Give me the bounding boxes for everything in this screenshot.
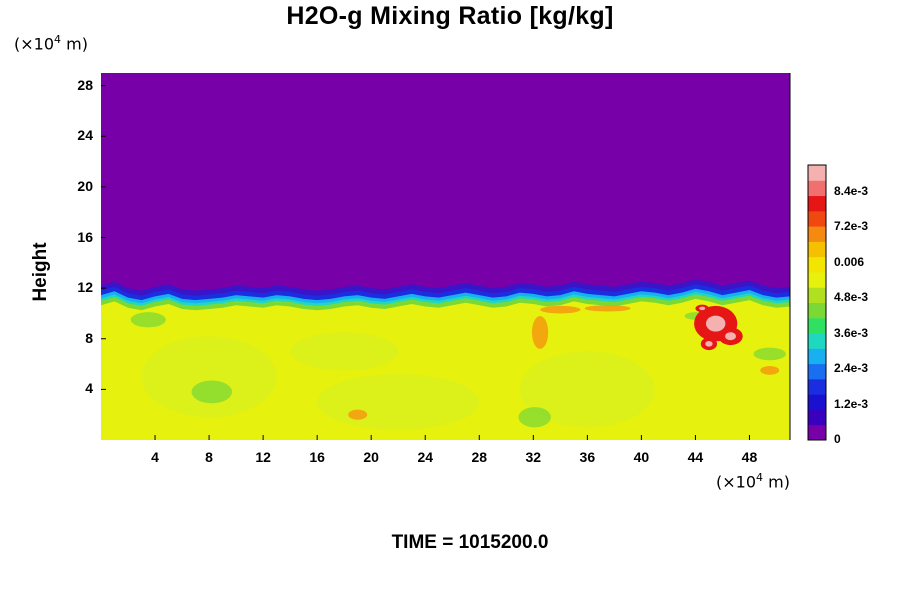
x-tick-label: 12 — [255, 449, 271, 465]
colorbar-label: 3.6e-3 — [834, 325, 869, 340]
colorbar-swatch — [808, 409, 826, 426]
humid-streak — [584, 305, 631, 312]
colorbar-label: 0 — [834, 432, 841, 446]
colorbar-swatch — [808, 302, 826, 319]
colorbar-swatch — [808, 180, 826, 197]
colorbar-label: 7.2e-3 — [834, 219, 869, 234]
green-pocket — [518, 407, 551, 428]
x-tick-label: 20 — [363, 449, 379, 465]
y-tick-label: 28 — [77, 76, 93, 93]
y-tick-label: 16 — [77, 228, 93, 245]
colorbar-label: 0.006 — [834, 254, 865, 269]
colorbar-swatch — [808, 241, 826, 258]
y-axis-unit: (×104 m) — [14, 33, 88, 54]
chart-title: H2O-g Mixing Ratio [kg/kg] — [286, 2, 614, 30]
colorbar-swatch — [808, 210, 826, 227]
humid-streak — [760, 365, 780, 375]
colorbar-swatch — [808, 226, 826, 242]
colorbar-swatch — [808, 394, 826, 410]
green-pocket — [191, 380, 233, 404]
colorbar-swatch — [808, 363, 826, 380]
colorbar-swatch — [808, 287, 826, 303]
colorbar-swatch — [808, 256, 826, 273]
colorbar-swatch — [808, 378, 826, 395]
time-label: TIME = 1015200.0 — [391, 532, 549, 553]
colorbar-swatch — [808, 271, 826, 288]
swirl-patch — [290, 332, 399, 371]
x-tick-label: 28 — [471, 449, 488, 465]
x-tick-label: 44 — [687, 449, 704, 465]
colorbar-swatch — [808, 195, 826, 212]
y-tick-label: 24 — [77, 127, 93, 144]
swirl-patch — [317, 374, 480, 430]
x-tick-label: 24 — [417, 449, 434, 465]
x-tick-label: 32 — [525, 449, 542, 465]
humid-streak — [531, 315, 549, 349]
x-tick-label: 8 — [205, 449, 213, 465]
humid-streak — [348, 409, 368, 420]
swirl-patch — [519, 351, 655, 428]
colorbar-label: 4.8e-3 — [834, 290, 869, 305]
x-axis-unit: (×104 m) — [716, 471, 790, 492]
x-tick-label: 4 — [151, 449, 159, 465]
peak-core — [705, 315, 726, 332]
x-tick-label: 48 — [741, 449, 758, 465]
x-tick-label: 36 — [579, 449, 596, 465]
colorbar-label: 1.2e-3 — [834, 396, 869, 411]
y-tick-label: 12 — [77, 279, 93, 296]
swirl-patch — [141, 336, 277, 418]
humid-streak — [540, 305, 581, 314]
y-tick-label: 8 — [85, 329, 93, 346]
colorbar-swatch — [808, 348, 826, 365]
heatmap-field — [101, 73, 790, 440]
y-tick-label: 4 — [85, 380, 93, 397]
peak-core — [699, 306, 706, 311]
colorbar-swatch — [808, 333, 826, 349]
x-tick-label: 40 — [633, 449, 650, 465]
green-pocket — [130, 312, 166, 328]
peak-core — [725, 332, 737, 341]
colorbar-swatch — [808, 317, 826, 334]
y-tick-label: 20 — [77, 177, 93, 194]
x-tick-label: 16 — [309, 449, 325, 465]
colorbar-label: 8.4e-3 — [834, 183, 869, 198]
colorbar-swatch — [808, 424, 826, 441]
peak-core — [705, 340, 713, 347]
green-pocket — [753, 347, 786, 361]
colorbar-swatch — [808, 165, 826, 181]
colorbar-label: 2.4e-3 — [834, 361, 869, 376]
colorbar-frame — [807, 164, 827, 441]
